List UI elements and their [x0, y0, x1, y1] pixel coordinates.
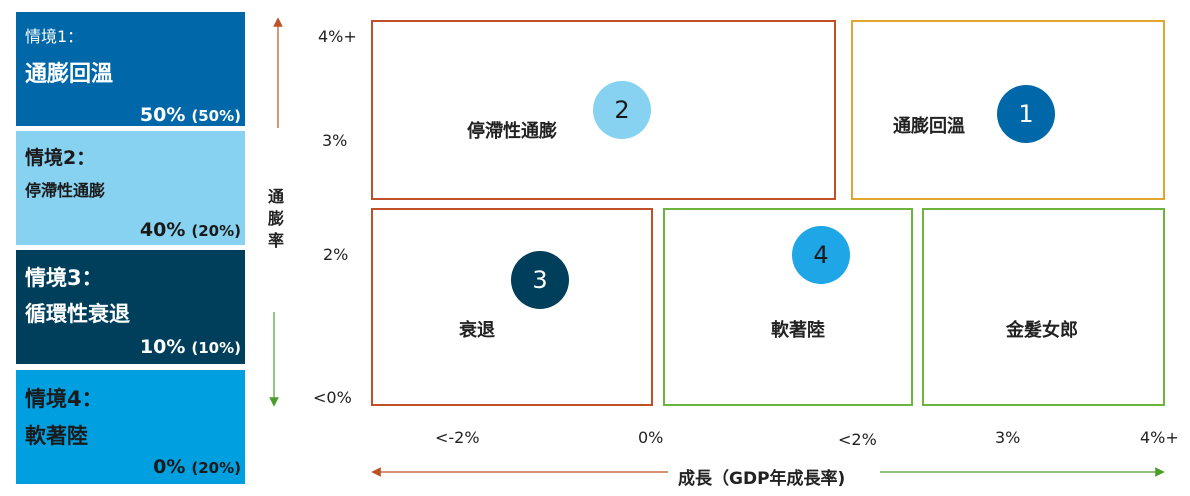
scenario-4-pct-main: 0% — [153, 456, 186, 478]
quadrant-soft-landing-label: 軟著陸 — [771, 320, 825, 341]
scenario-3-name: 循環性衰退 — [25, 302, 130, 326]
scenario-3-marker: 3 — [511, 251, 569, 309]
y-tick-below0: <0% — [313, 388, 352, 407]
scenario-panel-1: 情境1： 通膨回溫 50% (50%) — [16, 12, 245, 126]
scenario-3-pct-sub: (10%) — [191, 339, 241, 357]
quadrant-goldilocks: 金髮女郎 — [922, 208, 1165, 406]
scenario-1-heading: 情境1： — [25, 27, 84, 46]
x-tick-below2: <2% — [838, 430, 877, 449]
scenario-1-pct-main: 50% — [139, 104, 186, 126]
scenario-panel-4: 情境4： 軟著陸 0% (20%) — [16, 370, 245, 484]
scenario-2-marker: 2 — [593, 81, 651, 139]
scenario-4-marker: 4 — [792, 226, 850, 284]
scenario-4-probability: 0% (20%) — [153, 456, 241, 478]
scenario-1-marker: 1 — [997, 85, 1055, 143]
scenario-2-heading: 情境2： — [25, 147, 96, 169]
scenario-3-probability: 10% (10%) — [140, 336, 241, 358]
x-tick-4plus: 4%+ — [1140, 428, 1179, 447]
y-tick-2: 2% — [323, 245, 349, 264]
y-tick-4plus: 4%+ — [318, 27, 357, 46]
scenario-3-pct-main: 10% — [139, 336, 186, 358]
scenario-2-pct-sub: (20%) — [191, 222, 241, 240]
scenario-2-probability: 40% (20%) — [140, 219, 241, 241]
quadrant-stagflation-label: 停滯性通膨 — [467, 121, 557, 142]
y-tick-3: 3% — [322, 131, 348, 150]
scenario-panel-2: 情境2： 停滯性通膨 40% (20%) — [16, 131, 245, 245]
scenario-1-name: 通膨回溫 — [25, 62, 114, 87]
scenario-1-probability: 50% (50%) — [140, 104, 241, 126]
scenario-4-heading: 情境4： — [25, 387, 103, 411]
scenario-4-name: 軟著陸 — [25, 424, 88, 448]
scenario-2-name: 停滯性通膨 — [25, 181, 106, 200]
x-tick-0: 0% — [638, 428, 664, 447]
scenario-3-heading: 情境3： — [25, 266, 103, 290]
quadrant-goldilocks-label: 金髮女郎 — [1006, 320, 1078, 341]
x-tick-3: 3% — [995, 428, 1021, 447]
x-tick-minus2: <-2% — [435, 428, 480, 447]
quadrant-soft-landing: 軟著陸 — [663, 208, 913, 406]
x-axis-label: 成長（GDP年成長率) — [670, 464, 854, 489]
quadrant-reflation-label: 通膨回溫 — [893, 116, 965, 137]
y-axis-label: 通膨率 — [267, 187, 284, 250]
scenario-panel-3: 情境3： 循環性衰退 10% (10%) — [16, 250, 245, 364]
scenario-2-pct-main: 40% — [139, 219, 186, 241]
scenario-1-pct-sub: (50%) — [191, 107, 241, 125]
scenario-4-pct-sub: (20%) — [191, 459, 241, 477]
quadrant-recession-label: 衰退 — [459, 320, 495, 341]
quadrant-recession: 衰退 — [371, 208, 653, 406]
